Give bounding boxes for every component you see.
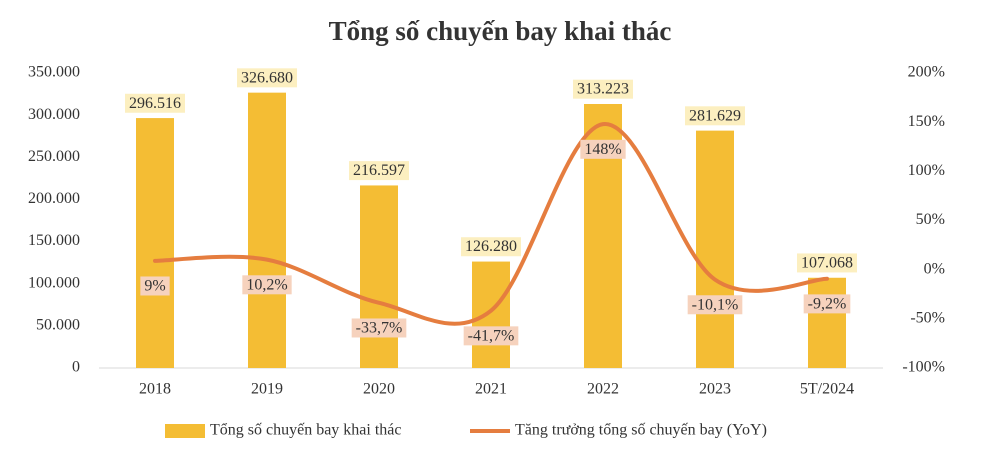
bar [360, 185, 398, 368]
x-tick-label: 2022 [587, 381, 619, 398]
data-label-box [461, 237, 521, 257]
x-tick-label: 2021 [475, 381, 507, 398]
data-label-box [573, 79, 633, 99]
line [153, 122, 829, 326]
y-tick-label: 150.000 [28, 232, 80, 249]
data-label: 148% [584, 141, 621, 158]
data-label: 326.680 [241, 69, 293, 86]
data-label: -41,7% [468, 327, 515, 344]
y-tick-label: 100.000 [28, 274, 80, 291]
data-label: 296.516 [129, 95, 181, 112]
y-tick-label: 300.000 [28, 106, 80, 123]
bar [472, 261, 510, 368]
y-tick-label: 200% [908, 64, 945, 81]
y-tick-label: 50% [916, 211, 945, 228]
data-label-box [685, 106, 745, 126]
legend-label: Tăng trưởng tổng số chuyến bay (YoY) [515, 422, 767, 439]
data-label-box [351, 318, 407, 338]
bar [136, 118, 174, 368]
data-label: -10,1% [692, 296, 739, 313]
y-tick-label: 100% [908, 162, 945, 179]
y-tick-label: 200.000 [28, 190, 80, 207]
x-tick-label: 2018 [139, 381, 171, 398]
y-tick-label: 0% [924, 260, 945, 277]
chart-title: Tổng số chuyến bay khai thác [329, 16, 672, 46]
data-label: -9,2% [808, 295, 847, 312]
data-label-box [803, 294, 851, 314]
x-tick-label: 2019 [251, 381, 283, 398]
y-tick-label: 150% [908, 113, 945, 130]
bar [808, 277, 846, 368]
data-label-box [125, 93, 185, 113]
data-label: 216.597 [353, 162, 405, 179]
data-label-box [349, 161, 409, 181]
data-label: 10,2% [246, 276, 287, 293]
data-label: 126.280 [465, 238, 517, 255]
data-label: 107.068 [801, 254, 853, 271]
y-tick-label: 350.000 [28, 64, 80, 81]
x-tick-label: 2023 [699, 381, 731, 398]
data-label: 281.629 [689, 107, 741, 124]
data-label-box [797, 253, 857, 273]
y-tick-label: -100% [902, 359, 945, 376]
y-tick-label: 250.000 [28, 148, 80, 165]
data-label-box [242, 275, 292, 295]
data-label: -33,7% [356, 319, 403, 336]
x-tick-label: 2020 [363, 381, 395, 398]
y-tick-label: 0 [72, 359, 80, 376]
data-label-box [580, 139, 626, 159]
data-label-box [687, 295, 743, 315]
bar [696, 130, 734, 368]
x-tick-label: 5T/2024 [800, 381, 854, 398]
data-label-box [237, 68, 297, 88]
data-label: 313.223 [577, 81, 629, 98]
legend-label: Tổng số chuyến bay khai thác [210, 422, 402, 439]
data-label-box [463, 326, 519, 346]
data-label: 9% [144, 277, 165, 294]
data-label-box [140, 276, 170, 296]
bar [248, 92, 286, 368]
legend-swatch [165, 424, 205, 438]
y-tick-label: 50.000 [36, 317, 80, 334]
y-tick-label: -50% [910, 310, 945, 327]
